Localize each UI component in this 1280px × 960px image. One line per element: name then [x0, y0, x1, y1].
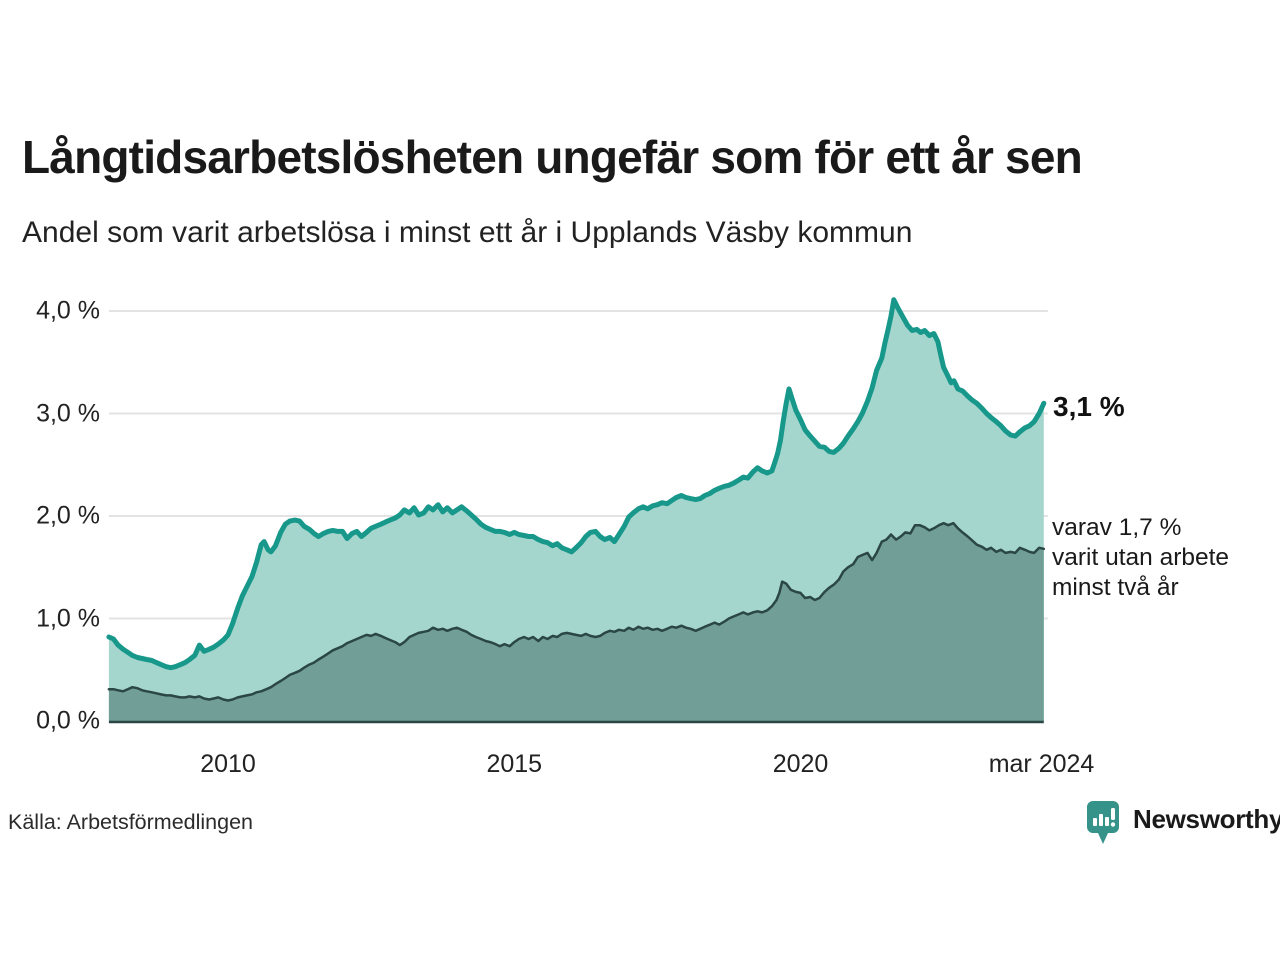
newsworthy-logo[interactable]: Newsworthy [1086, 800, 1280, 845]
logo-bar-tall [1099, 814, 1103, 826]
annotation-subset-line1: varav 1,7 % [1052, 514, 1182, 541]
y-axis-tick-label: 1,0 % [36, 604, 100, 632]
logo-exclamation-dot [1110, 822, 1116, 827]
y-axis-tick-label: 4,0 % [36, 296, 100, 325]
series-line-1 [107, 521, 1046, 702]
x-axis-tick-label: 2020 [772, 750, 829, 778]
y-axis-tick-label: 3,0 % [36, 399, 100, 427]
source-label: Källa: Arbetsförmedlingen [8, 810, 254, 834]
newsworthy-logo-icon [1087, 801, 1119, 844]
annotation-subset-line2: varit utan arbete [1052, 544, 1230, 571]
annotation-subset-line3: minst två år [1052, 574, 1179, 601]
series-line-0 [106, 297, 1047, 671]
y-axis-tick-label: 0,0 % [36, 706, 100, 735]
x-axis-tick-label: 2015 [486, 750, 543, 778]
newsworthy-wordmark: Newsworthy [1133, 804, 1280, 834]
logo-bar-medium [1105, 817, 1109, 826]
logo-bar-short [1093, 818, 1097, 826]
logo-exclamation-bar [1111, 808, 1115, 820]
series-area-1 [108, 523, 1044, 721]
annotation-latest-total: 3,1 % [1053, 391, 1125, 422]
annotation-subset: varav 1,7 % varit utan arbete minst två … [1052, 513, 1229, 603]
chart-title: Långtidsarbetslösheten ungefär som för e… [22, 131, 1083, 183]
x-axis-tick-label: 2010 [200, 750, 256, 778]
y-axis-tick-label: 2,0 % [36, 501, 100, 530]
chart-subtitle: Andel som varit arbetslösa i minst ett å… [22, 216, 913, 249]
x-axis-tick-label: mar 2024 [988, 750, 1095, 778]
